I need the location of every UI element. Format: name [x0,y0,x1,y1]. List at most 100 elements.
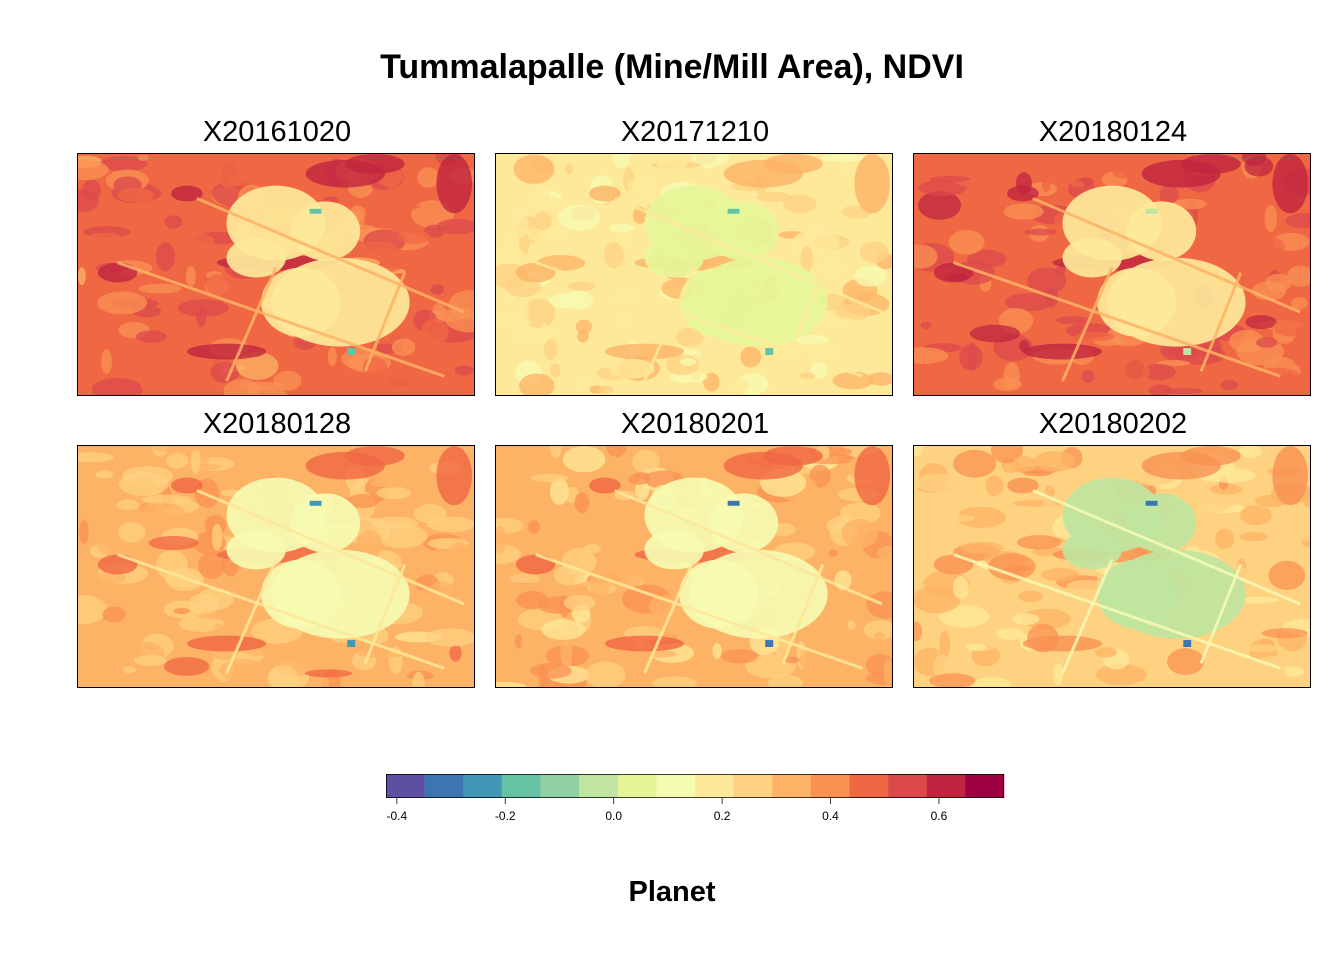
ndvi-vegetation-patch [1272,154,1309,214]
ndvi-patch [584,661,626,687]
ndvi-road [1032,489,1301,606]
panel-title: X20180201 [620,408,770,440]
ndvi-raster [496,154,892,395]
ndvi-patch [1022,446,1043,456]
ndvi-vegetation-patch [97,262,138,283]
ndvi-patch [577,329,589,343]
ndvi-patch [680,358,697,366]
ndvi-patch [78,519,89,545]
ndvi-patch [608,358,655,379]
colorbar-bin [424,774,464,798]
colorbar-tick-label: 0.0 [605,809,622,822]
ndvi-patch [799,372,816,380]
ndvi-patch [496,446,515,457]
ndvi-patch [1240,245,1269,265]
ndvi-patch [914,347,949,364]
ndvi-patch [156,242,175,272]
ndvi-patch [514,634,523,649]
ndvi-patch [783,194,817,214]
ndvi-patch [1004,293,1054,312]
ndvi-patch [810,361,828,379]
ndvi-patch [809,464,831,488]
ndvi-patch [533,211,553,231]
ndvi-patch [920,321,932,330]
ndvi-patch [1066,579,1108,594]
ndvi-patch [840,502,881,524]
ndvi-patch [1071,180,1085,188]
ndvi-road [781,563,825,664]
ndvi-patch [820,154,865,162]
ndvi-patch [1287,265,1310,287]
ndvi-patch [614,228,629,247]
ndvi-patch [496,682,527,687]
ndvi-vegetation-patch [589,185,621,202]
ndvi-patch [515,590,549,610]
panel-title: X20171210 [620,116,770,148]
ndvi-vegetation-patch [854,154,891,214]
ndvi-patch [847,620,856,630]
ndvi-patch [521,628,531,657]
ndvi-road [1061,266,1114,382]
ndvi-patch [225,174,264,187]
ndvi-mill-pad [226,529,286,570]
ndvi-patch [1261,628,1308,639]
ndvi-patch [1075,331,1115,342]
ndvi-patch [929,175,971,183]
ndvi-vegetation-patch [763,154,823,174]
ndvi-patch [1229,329,1264,353]
ndvi-patch [116,499,140,511]
ndvi-patch [549,363,561,378]
ndvi-road [614,197,883,314]
ndvi-road [117,261,445,378]
ndvi-pond [309,500,322,506]
colorbar-bin [926,774,966,798]
ndvi-patch [530,473,569,483]
ndvi-road [535,553,863,670]
colorbar-border [386,774,1004,798]
ndvi-mill-pad [1062,237,1122,278]
ndvi-patch [196,612,236,620]
ndvi-patch [370,480,392,487]
ndvi-patch [1210,483,1243,495]
ndvi-patch [866,591,892,619]
ndvi-patch [427,516,474,533]
ndvi-patch [935,514,975,523]
ndvi-vegetation-patch [854,446,891,506]
ndvi-vegetation-patch [763,446,823,466]
ndvi-patch [1055,265,1066,276]
ndvi-patch [163,657,210,676]
ndvi-patch [1022,608,1071,629]
ndvi-patch [1245,315,1278,330]
ndvi-road [1032,197,1301,314]
ndvi-patch [188,593,219,616]
ndvi-vegetation-patch [171,185,203,202]
ndvi-patch [78,594,108,625]
ndvi-pond [765,348,774,355]
ndvi-patch [97,291,148,315]
ndvi-map-panel [77,445,475,688]
ndvi-patch [1259,541,1271,558]
ndvi-patch [965,643,987,651]
colorbar-title: Planet [628,876,716,908]
colorbar-bin [617,774,657,798]
panel-title: X20180128 [202,408,352,440]
ndvi-road [363,563,407,664]
ndvi-patch [513,210,529,238]
ndvi-patch [817,317,854,324]
ndvi-patch [792,334,829,345]
ndvi-patch [955,506,1007,529]
ndvi-patch [914,446,924,457]
ndvi-pond [727,500,740,506]
ndvi-patch [656,157,688,171]
panel-title: X20180202 [1038,408,1188,440]
ndvi-patch [606,446,628,457]
ndvi-patch [918,191,962,220]
ndvi-raster [78,446,474,687]
ndvi-patch [528,520,541,534]
ndvi-vegetation-patch [604,635,685,652]
ndvi-patch [95,470,114,479]
ndvi-patch [863,619,892,640]
ndvi-patch [173,607,190,615]
ndvi-patch [197,552,226,580]
ndvi-patch [628,473,651,485]
